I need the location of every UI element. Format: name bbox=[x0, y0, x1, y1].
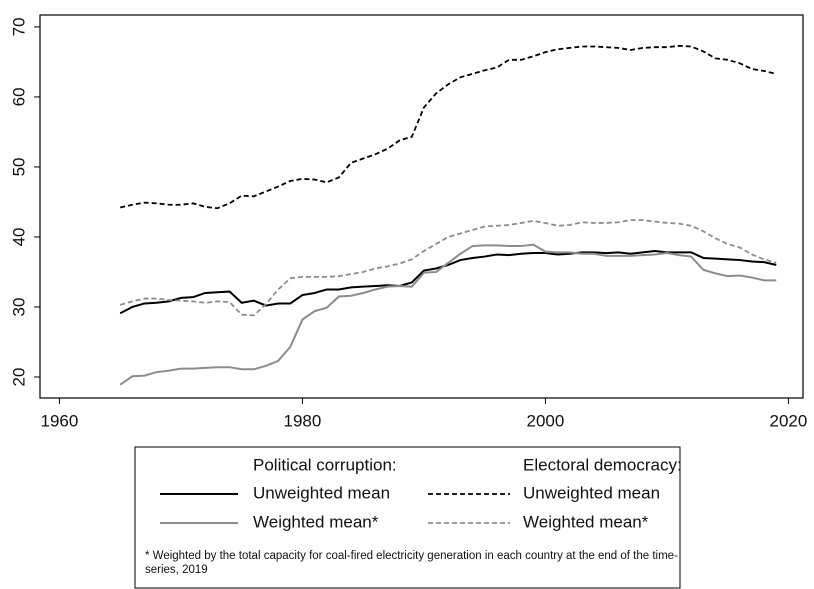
legend-label: Unweighted mean bbox=[253, 483, 390, 502]
x-tick-label: 2000 bbox=[527, 411, 565, 430]
y-tick-label: 70 bbox=[9, 17, 28, 36]
y-tick-label: 20 bbox=[9, 368, 28, 387]
legend-note: * Weighted by the total capacity for coa… bbox=[145, 550, 678, 576]
legend-box bbox=[134, 446, 681, 589]
plot-frame bbox=[39, 14, 804, 399]
x-tick-label: 1960 bbox=[41, 411, 79, 430]
legend-label: Weighted mean* bbox=[253, 512, 379, 531]
legend-title: Electoral democracy: bbox=[523, 455, 682, 474]
legend-title: Political corruption: bbox=[253, 455, 397, 474]
series-line bbox=[119, 243, 777, 386]
legend-label: Unweighted mean bbox=[523, 483, 660, 502]
y-tick-label: 50 bbox=[9, 157, 28, 176]
series-line bbox=[119, 249, 777, 315]
y-tick-label: 40 bbox=[9, 227, 28, 246]
y-tick-label: 60 bbox=[9, 87, 28, 106]
x-tick-label: 1980 bbox=[284, 411, 322, 430]
x-tick-label: 2020 bbox=[770, 411, 808, 430]
series-line bbox=[119, 219, 777, 317]
legend-label: Weighted mean* bbox=[523, 512, 649, 531]
y-tick-label: 30 bbox=[9, 298, 28, 317]
series-line bbox=[119, 44, 777, 210]
